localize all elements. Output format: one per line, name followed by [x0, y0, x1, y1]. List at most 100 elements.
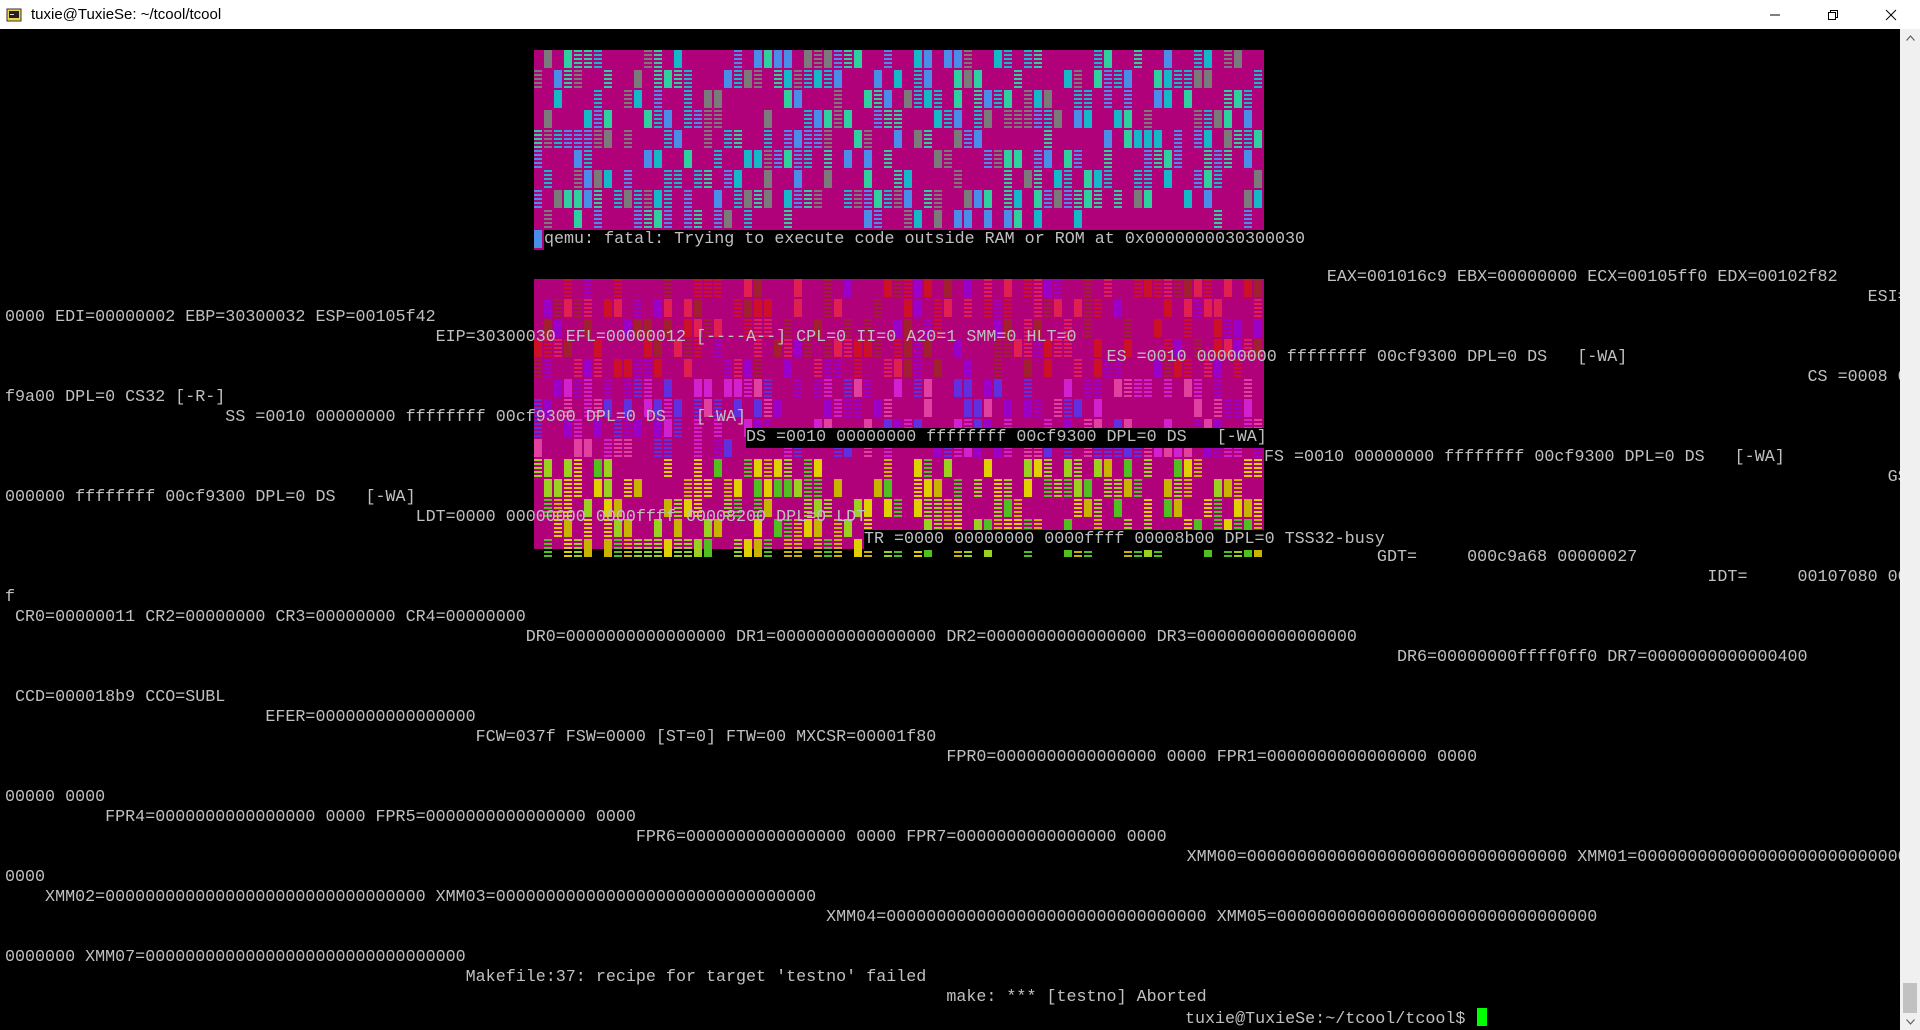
art-cell: [1094, 170, 1102, 188]
art-cell: [1144, 519, 1152, 537]
art-cell: [914, 499, 922, 517]
art-cell: [1064, 459, 1072, 477]
art-cell: [924, 459, 932, 477]
art-cell: [1004, 499, 1012, 517]
art-cell: [754, 499, 762, 517]
art-cell: [1084, 279, 1092, 297]
art-cell: [704, 379, 712, 397]
art-cell: [1244, 379, 1252, 397]
art-cell: [1234, 130, 1242, 148]
art-cell: [824, 299, 832, 317]
art-cell: [814, 50, 822, 68]
art-cell: [1224, 130, 1232, 148]
art-cell: [754, 319, 762, 337]
art-cell: [1214, 379, 1222, 397]
art-cell: [554, 479, 562, 497]
art-cell: [1254, 190, 1262, 208]
art-cell: [814, 359, 822, 377]
art-cell: [854, 190, 862, 208]
art-cell: [954, 379, 962, 397]
art-cell: [994, 299, 1002, 317]
art-cell: [804, 50, 812, 68]
art-cell: [694, 419, 702, 437]
art-cell: [1114, 190, 1122, 208]
art-cell: [774, 479, 782, 497]
art-cell: [664, 379, 672, 397]
art-cell: [1004, 50, 1012, 68]
art-cell: [1024, 399, 1032, 417]
art-cell: [734, 399, 742, 417]
art-cell: [1014, 210, 1022, 228]
terminal-line: f: [5, 588, 16, 607]
art-cell: [964, 439, 972, 457]
art-cell: [984, 190, 992, 208]
vertical-scrollbar[interactable]: [1900, 29, 1920, 1030]
art-cell: [594, 130, 602, 148]
art-cell: [1164, 70, 1172, 88]
art-cell: [1144, 130, 1152, 148]
art-cell: [1194, 459, 1202, 477]
art-cell: [634, 319, 642, 337]
art-cell: [1064, 190, 1072, 208]
art-cell: [1234, 439, 1242, 457]
art-cell: [1224, 439, 1232, 457]
art-cell: [884, 459, 892, 477]
window-title-bar[interactable]: tuxie@TuxieSe: ~/tcool/tcool: [0, 0, 1920, 30]
art-cell: [1194, 130, 1202, 148]
art-cell: [624, 399, 632, 417]
scroll-down-button[interactable]: [1900, 1013, 1920, 1030]
art-cell: [834, 479, 842, 497]
art-cell: [654, 210, 662, 228]
art-cell: [1024, 110, 1032, 128]
art-cell: [784, 479, 792, 497]
art-cell: [1154, 70, 1162, 88]
art-cell: [664, 499, 672, 517]
chevron-down-icon: [1905, 1018, 1915, 1025]
art-cell: [804, 459, 812, 477]
art-cell: [774, 519, 782, 537]
art-cell: [584, 150, 592, 168]
close-button[interactable]: [1862, 0, 1920, 29]
art-cell: [1154, 319, 1162, 337]
art-cell: [694, 539, 702, 557]
art-cell: [1184, 479, 1192, 497]
shell-prompt-line[interactable]: tuxie@TuxieSe:~/tcool/tcool$: [1185, 1008, 1488, 1030]
art-cell: [844, 379, 852, 397]
art-cell: [1164, 299, 1172, 317]
art-cell: [744, 539, 752, 557]
art-cell: [1164, 279, 1172, 297]
scroll-up-button[interactable]: [1900, 29, 1920, 46]
art-cell: [984, 110, 992, 128]
art-cell: [1054, 190, 1062, 208]
art-cell: [854, 379, 862, 397]
art-cell: [1034, 190, 1042, 208]
art-cell: [694, 170, 702, 188]
art-cell: [1184, 70, 1192, 88]
terminal-line: FPR0=0000000000000000 0000 FPR1=00000000…: [5, 748, 1478, 767]
art-cell: [684, 499, 692, 517]
art-cell: [884, 90, 892, 108]
art-cell: [934, 359, 942, 377]
art-cell: [1194, 70, 1202, 88]
terminal-line: XMM00=00000000000000000000000000000000 X…: [5, 848, 1900, 867]
fs-register-line: FS =0010 00000000 ffffffff 00cf9300 DPL=…: [1264, 448, 1785, 468]
terminal-viewport[interactable]: qemu: fatal: Trying to execute code outs…: [0, 29, 1900, 1030]
art-cell: [744, 190, 752, 208]
art-cell: [604, 459, 612, 477]
art-cell: [794, 339, 802, 357]
art-cell: [814, 479, 822, 497]
art-cell: [1104, 170, 1112, 188]
art-cell: [724, 439, 732, 457]
art-cell: [914, 210, 922, 228]
art-cell: [764, 170, 772, 188]
minimize-button[interactable]: [1746, 0, 1804, 29]
restore-button[interactable]: [1804, 0, 1862, 29]
restore-icon: [1828, 9, 1838, 20]
art-cell: [844, 110, 852, 128]
art-cell: [704, 319, 712, 337]
scroll-thumb[interactable]: [1903, 983, 1917, 1013]
art-cell: [684, 190, 692, 208]
art-cell: [1254, 170, 1262, 188]
art-cell: [1244, 190, 1252, 208]
art-cell: [824, 150, 832, 168]
